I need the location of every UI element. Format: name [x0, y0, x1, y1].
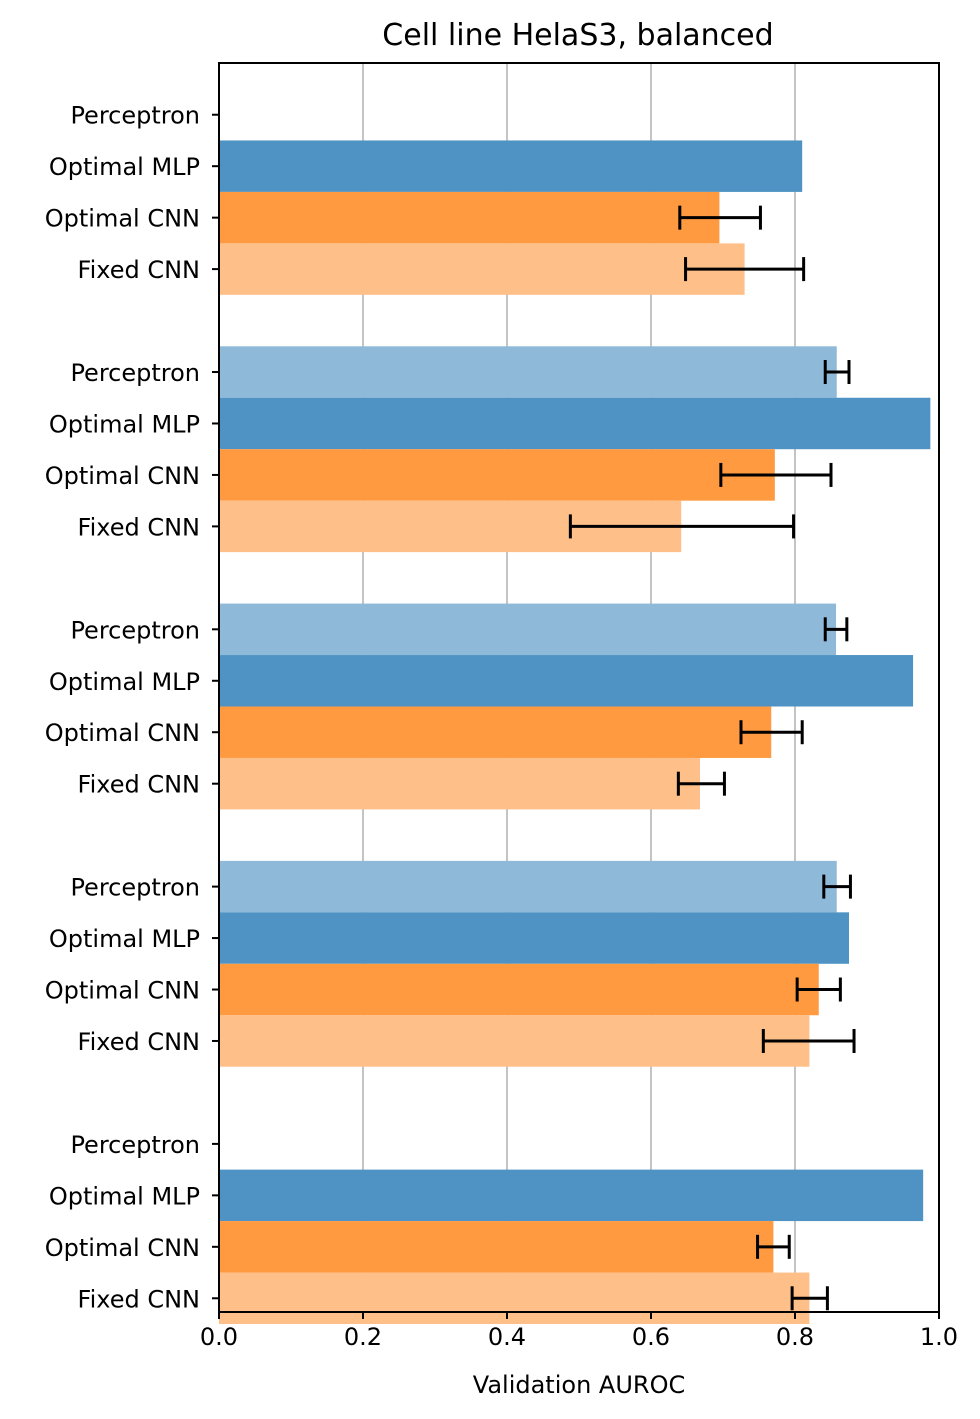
x-axis-label: Validation AUROC [473, 1371, 685, 1399]
y-tick-label: Fixed CNN [78, 1028, 200, 1056]
y-tick-label: Fixed CNN [78, 1285, 200, 1313]
bar-fixed-cnn [219, 1015, 810, 1067]
y-tick-label: Perceptron [70, 102, 200, 130]
x-tick-label: 0.2 [344, 1323, 382, 1351]
y-tick-label: Optimal MLP [49, 668, 200, 696]
bar-perceptron [219, 346, 837, 398]
bar-fixed-cnn [219, 243, 745, 295]
x-tick-label: 1.0 [920, 1323, 958, 1351]
y-tick-label: Perceptron [70, 1131, 200, 1159]
y-tick-label: Optimal CNN [45, 205, 200, 233]
bar-perceptron [219, 603, 837, 656]
x-tick-label: 0.8 [776, 1323, 814, 1351]
bar-perceptron [219, 860, 837, 913]
x-tick-label: 0.6 [632, 1323, 670, 1351]
bar-optimal-mlp [219, 1169, 924, 1222]
bar-optimal-mlp [219, 912, 849, 964]
bars [219, 140, 931, 1324]
y-tick-label: Perceptron [70, 874, 200, 902]
y-tick-label: Perceptron [70, 359, 200, 387]
bar-fixed-cnn [219, 757, 700, 810]
bar-optimal-mlp [219, 140, 803, 192]
y-tick-label: Perceptron [70, 616, 200, 644]
y-tick-label: Fixed CNN [78, 771, 200, 799]
y-tick-label: Optimal MLP [49, 153, 200, 181]
bar-optimal-cnn [219, 449, 775, 501]
y-tick-label: Fixed CNN [78, 513, 200, 541]
bar-optimal-cnn [219, 191, 720, 244]
bar-optimal-mlp [219, 397, 931, 450]
bar-optimal-cnn [219, 706, 772, 758]
error-bars [568, 205, 856, 1311]
chart-title: Cell line HelaS3, balanced [382, 18, 773, 53]
x-tick-label: 0.0 [200, 1323, 238, 1351]
y-tick-label: Optimal MLP [49, 925, 200, 953]
bar-optimal-cnn [219, 963, 819, 1016]
y-tick-label: Optimal CNN [45, 977, 200, 1005]
y-tick-label: Optimal MLP [49, 1182, 200, 1210]
y-tick-label: Optimal CNN [45, 462, 200, 490]
bar-optimal-mlp [219, 655, 914, 707]
x-axis: 0.0 0.2 0.4 0.6 0.8 1.0 [200, 1312, 958, 1351]
y-tick-label: Fixed CNN [78, 256, 200, 284]
bar-optimal-cnn [219, 1221, 774, 1273]
plot-frame [218, 62, 940, 1313]
bar-fixed-cnn [219, 1272, 810, 1324]
y-tick-label: Optimal CNN [45, 719, 200, 747]
y-tick-label: Optimal CNN [45, 1234, 200, 1262]
y-axis: Perceptron Optimal MLP Optimal CNN Fixed CN… [45, 102, 219, 1313]
x-tick-label: 0.4 [488, 1323, 526, 1351]
y-tick-label: Optimal MLP [49, 410, 200, 438]
